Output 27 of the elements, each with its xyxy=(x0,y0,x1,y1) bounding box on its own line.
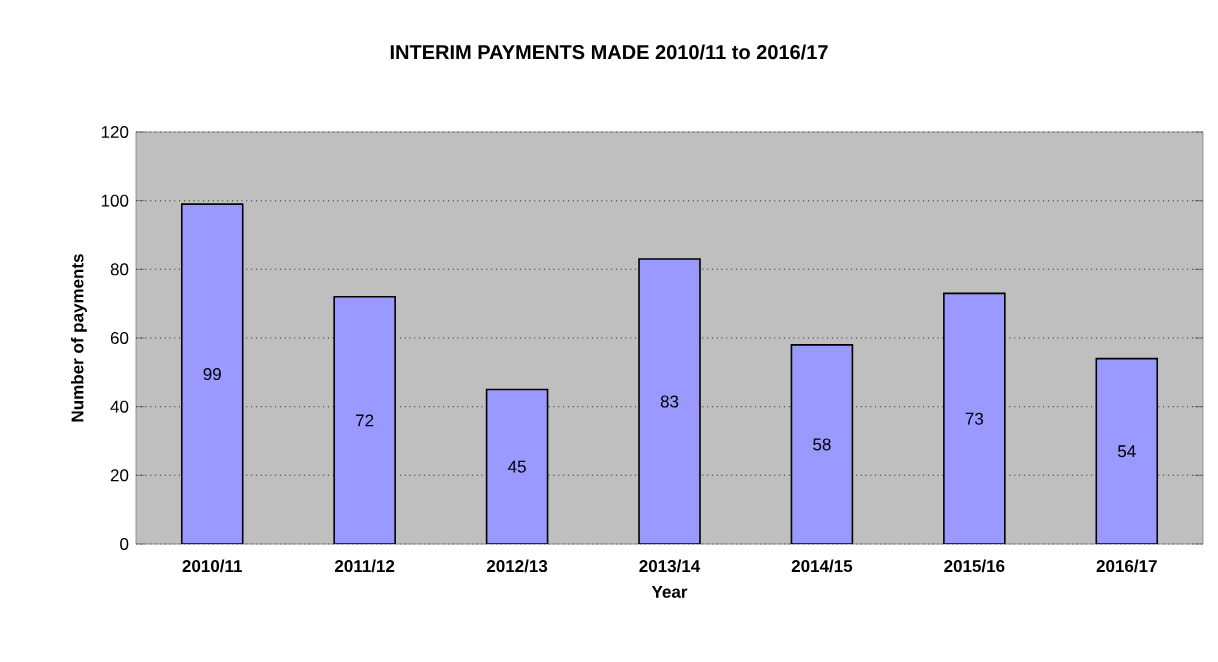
y-tick-label: 100 xyxy=(101,194,129,207)
x-tick-label: 2012/13 xyxy=(486,559,548,573)
x-tick-label: 2015/16 xyxy=(944,559,1005,573)
y-tick-label: 40 xyxy=(110,400,129,413)
data-label: 73 xyxy=(965,412,984,425)
chart-title: INTERIM PAYMENTS MADE 2010/11 to 2016/17 xyxy=(390,44,828,60)
y-tick-label: 120 xyxy=(101,125,129,138)
data-label: 58 xyxy=(813,438,831,451)
x-tick-label: 2016/17 xyxy=(1096,559,1157,573)
data-label: 54 xyxy=(1118,445,1136,458)
y-tick-label: 60 xyxy=(110,331,129,344)
y-axis-title: Number of payments xyxy=(71,254,87,422)
data-label: 72 xyxy=(356,414,374,427)
bar xyxy=(638,258,701,544)
y-tick-label: 20 xyxy=(110,469,129,482)
x-tick-label: 2011/12 xyxy=(334,559,395,573)
x-tick-label: 2014/15 xyxy=(791,559,853,573)
data-label: 99 xyxy=(203,368,221,381)
y-tick-label: 0 xyxy=(120,537,129,550)
y-tick-label: 80 xyxy=(110,263,129,276)
bar xyxy=(180,203,244,544)
x-tick-label: 2010/11 xyxy=(182,559,242,573)
x-tick-label: 2013/14 xyxy=(639,559,701,573)
x-axis-title: Year xyxy=(651,585,688,598)
data-label: 45 xyxy=(508,460,526,473)
bar xyxy=(333,295,396,544)
data-label: 83 xyxy=(660,395,679,408)
